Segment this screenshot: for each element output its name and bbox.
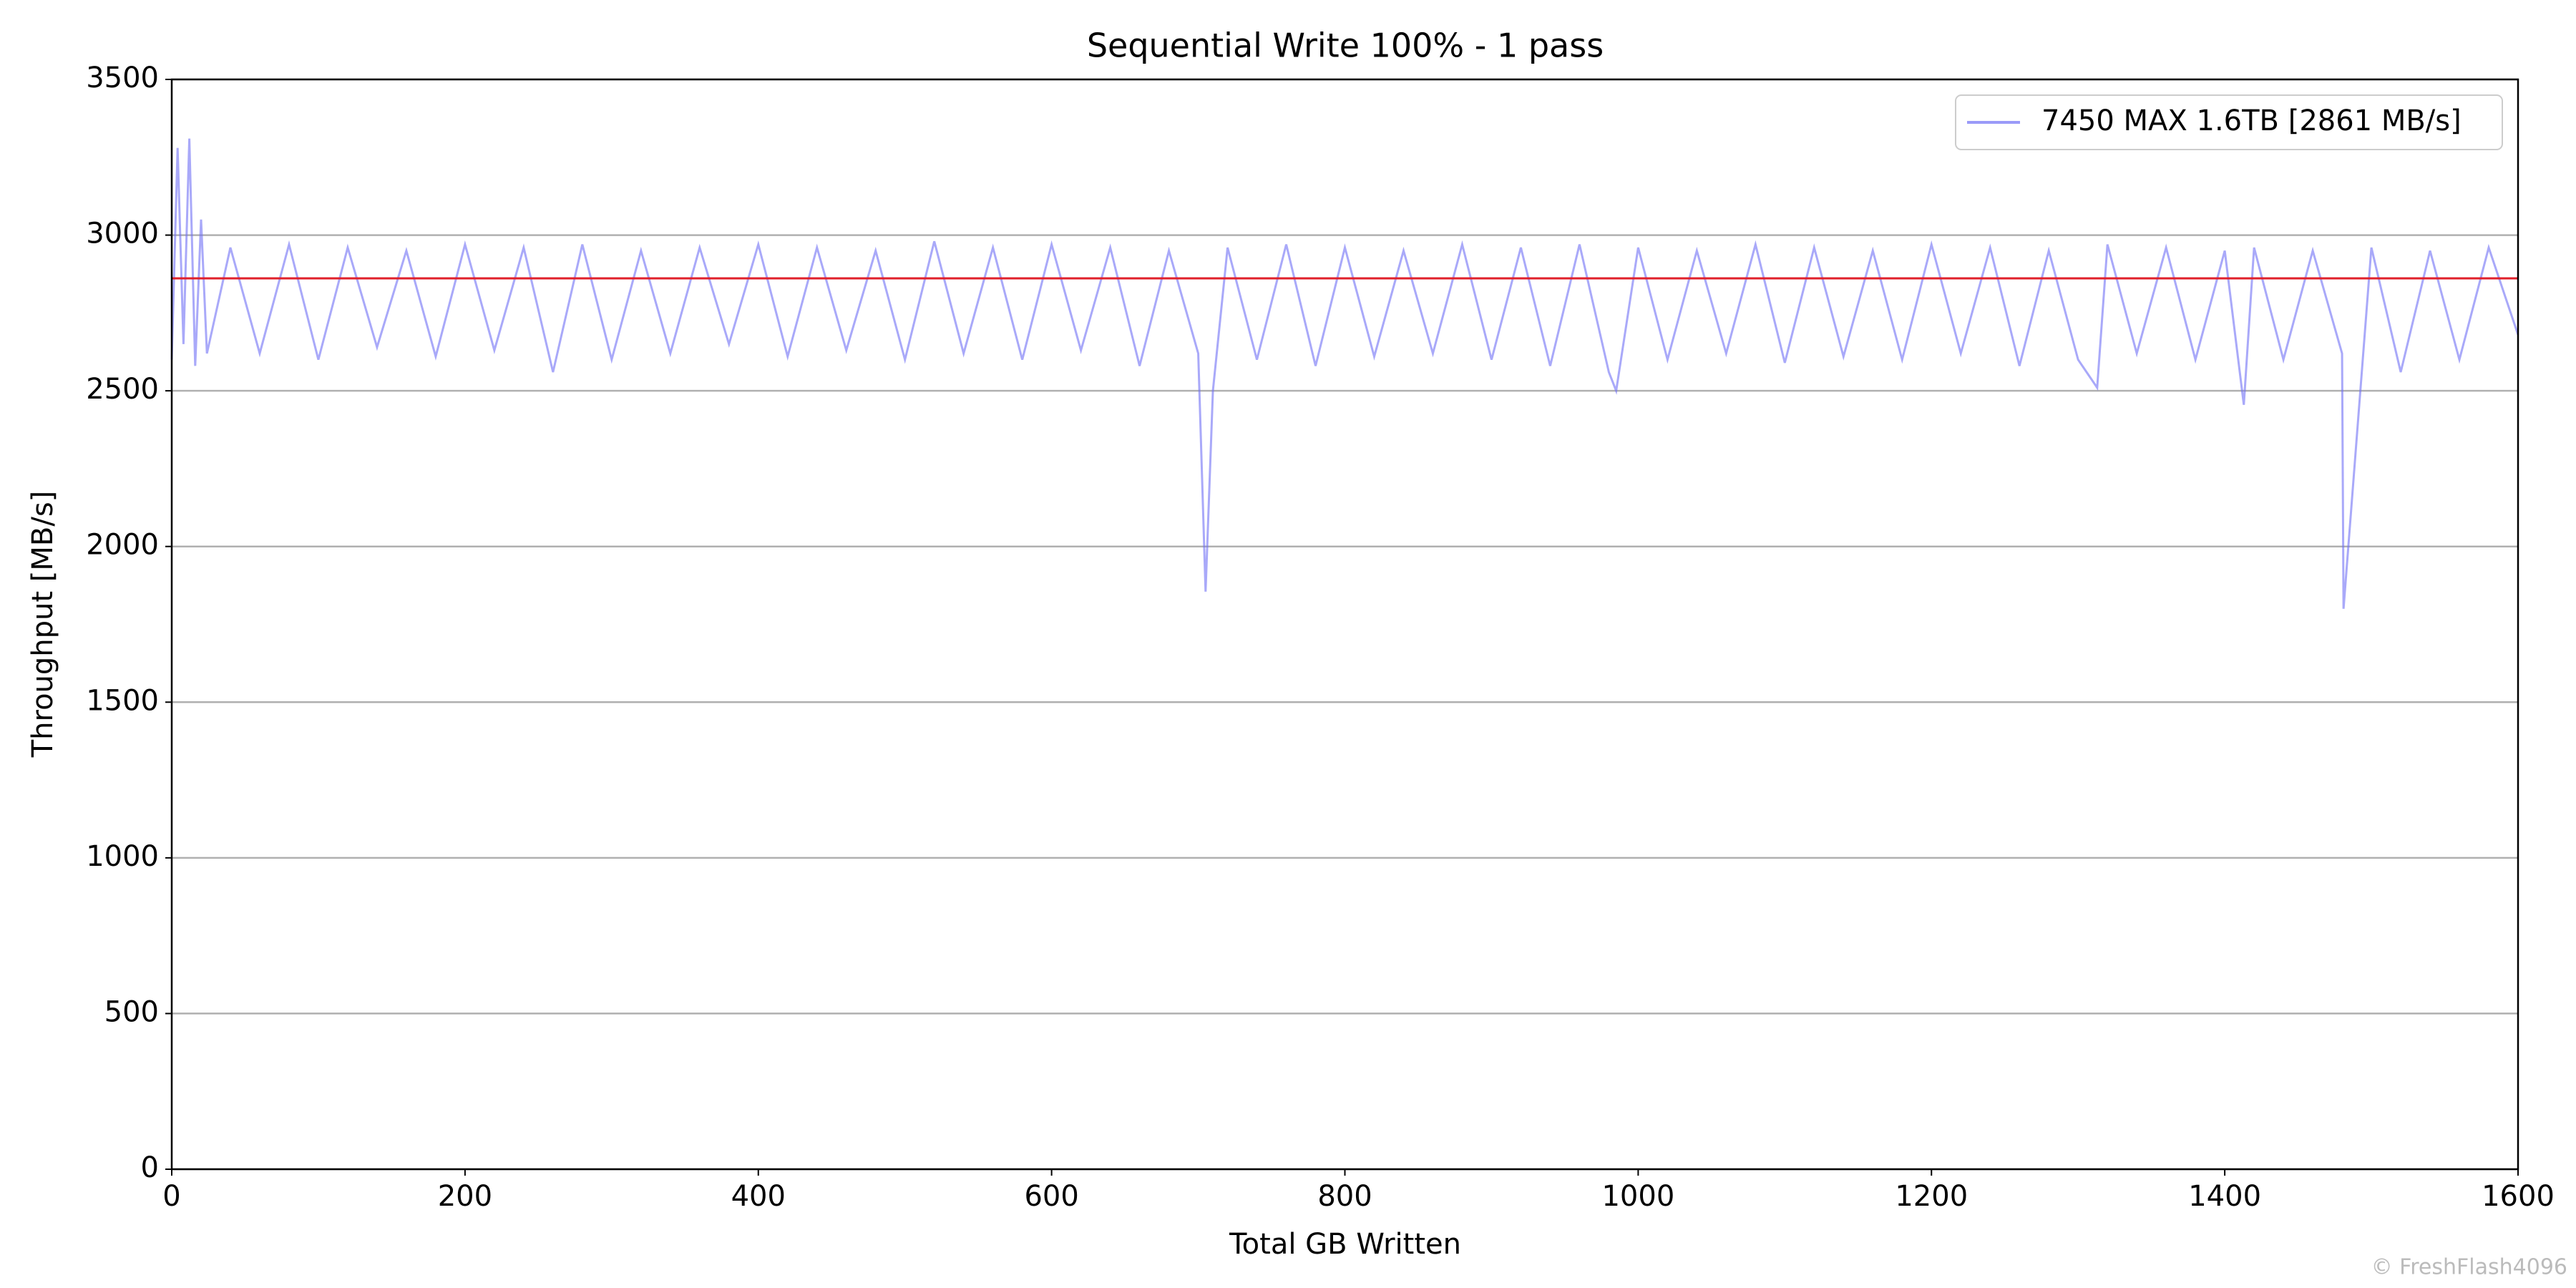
y-tick-label: 500	[104, 995, 159, 1028]
y-tick-label: 3500	[86, 62, 159, 94]
y-tick-label: 0	[141, 1151, 159, 1184]
legend-label: 7450 MAX 1.6TB [2861 MB/s]	[2041, 104, 2462, 137]
x-tick-label: 1000	[1601, 1180, 1674, 1213]
series-line	[170, 138, 2519, 609]
y-tick-label: 2000	[86, 529, 159, 562]
x-tick-label: 800	[1317, 1180, 1372, 1213]
x-axis-label: Total GB Written	[1229, 1228, 1461, 1261]
x-tick-label: 1400	[2188, 1180, 2261, 1213]
watermark: © FreshFlash4096	[2371, 1255, 2567, 1280]
chart-title: Sequential Write 100% - 1 pass	[1087, 26, 1604, 65]
x-tick-label: 400	[731, 1180, 786, 1213]
y-tick-label: 1000	[86, 840, 159, 873]
y-axis-label: Throughput [MB/s]	[26, 491, 59, 758]
legend-box	[1955, 94, 2503, 150]
x-tick-label: 200	[438, 1180, 492, 1213]
y-tick-label: 3000	[86, 218, 159, 250]
x-tick-label: 0	[162, 1180, 180, 1213]
y-tick-label: 2500	[86, 373, 159, 406]
y-tick-label: 1500	[86, 684, 159, 717]
x-tick-label: 1200	[1895, 1180, 1968, 1213]
x-tick-label: 600	[1024, 1180, 1078, 1213]
plot-frame	[170, 78, 2519, 1171]
x-tick-label: 1600	[2482, 1180, 2555, 1213]
